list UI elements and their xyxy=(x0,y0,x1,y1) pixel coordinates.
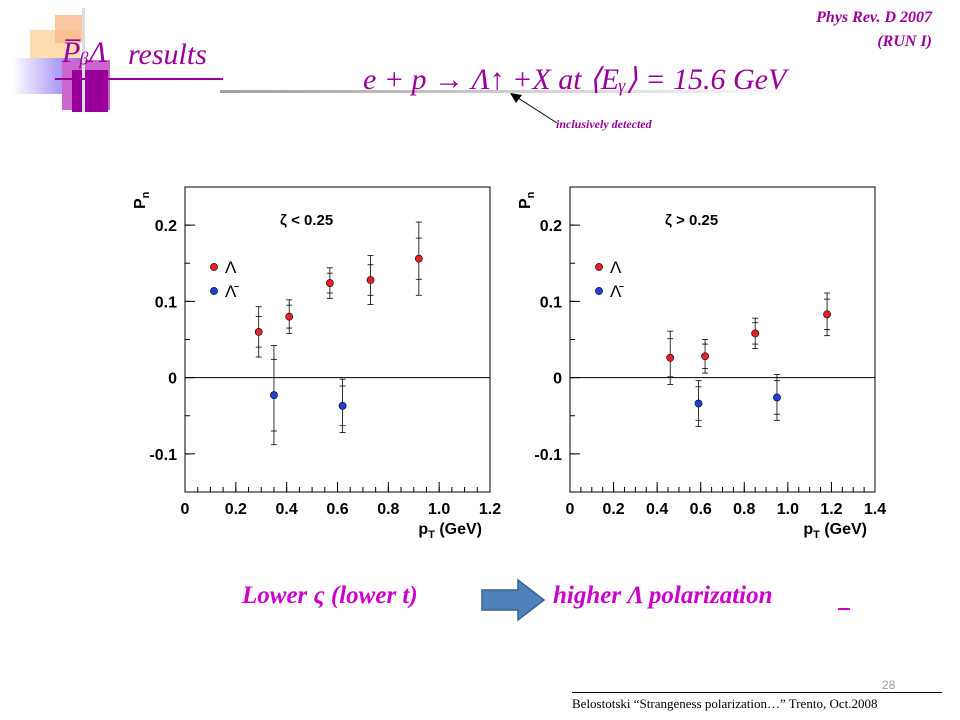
chart-1-point-0-0 xyxy=(666,353,675,362)
chart-zeta-high: -0.1 0 0.1 0.2 0 0.2 0.4 0.6 0.8 1.0 1.2 1.4 pT (GeV… xyxy=(517,186,886,541)
chart-1-point-0-1 xyxy=(701,352,709,361)
chart-zeta-low: -0.1 0 0.1 0.2 0 0.2 0.4 0.6 0.8 1.0 1.2 pT (GeV) Pn… xyxy=(132,186,501,541)
chart-0-legend-marker-1 xyxy=(210,287,218,295)
chart-0-xtick-label-6: 1.2 xyxy=(479,501,501,518)
chart-1-xtick-label-3: 0.6 xyxy=(690,501,712,518)
conclusion-right: higher Λ polarization xyxy=(553,582,773,609)
chart-0-xtick-label-3: 0.6 xyxy=(326,501,348,518)
chart-1-ylabel: Pn xyxy=(517,191,537,209)
chart-0-point-0-0 xyxy=(254,327,263,336)
header-divider xyxy=(220,90,780,93)
chart-1-ytick-label-3: 0.2 xyxy=(540,218,562,235)
chart-1-point-1-0 xyxy=(694,399,703,408)
chart-1-legend-marker-1 xyxy=(595,287,603,295)
chart-0-xtick-label-0: 0 xyxy=(181,501,190,518)
chart-0-point-0-2 xyxy=(325,279,334,287)
chart-0-legend-label-1: Λ̄ xyxy=(225,282,239,301)
chart-0-ylabel: Pn xyxy=(132,191,152,209)
chart-0-ytick-label-1: 0 xyxy=(168,371,177,388)
annotation-label: inclusively detected xyxy=(556,117,652,131)
footer-divider xyxy=(572,692,942,693)
conclusion-underline xyxy=(838,608,850,610)
chart-1-xtick-label-0: 0 xyxy=(566,501,575,518)
reference-journal: Phys Rev. D 2007 xyxy=(816,9,932,26)
reaction-formula: e + p → Λ↑ +X at ⟨Eᵧ⟩ = 15.6 GeV xyxy=(363,63,787,96)
chart-1-xtick-label-7: 1.4 xyxy=(864,501,886,518)
right-arrow-icon xyxy=(481,578,546,622)
title-symbol: P̅ᵦΛ xyxy=(62,36,107,69)
chart-0-point-1-0 xyxy=(270,391,278,400)
chart-0-ytick-label-2: 0.1 xyxy=(155,294,177,311)
title-underline xyxy=(55,78,223,80)
chart-0-xtick-label-2: 0.4 xyxy=(276,501,298,518)
chart-1-xtick-label-2: 0.4 xyxy=(646,501,668,518)
chart-0-xtick-label-1: 0.2 xyxy=(225,501,247,518)
chart-1-plot-frame xyxy=(569,186,876,493)
chart-0-legend-marker-0 xyxy=(210,263,218,271)
chart-1-point-0-2 xyxy=(751,329,760,338)
chart-0-ytick-label-3: 0.2 xyxy=(155,218,177,235)
chart-1-xtick-label-1: 0.2 xyxy=(602,501,624,518)
chart-1-ytick-label-0: -0.1 xyxy=(534,447,562,464)
footer-citation: Belostotski “Strangeness polarization…” … xyxy=(572,696,878,711)
chart-1-legend-label-0: Λ xyxy=(610,258,622,277)
conclusion-left: Lower ς (lower t) xyxy=(242,582,418,609)
chart-0-ytick-label-0: -0.1 xyxy=(149,447,177,464)
chart-0-point-1-1 xyxy=(338,401,347,410)
annotation-arrow xyxy=(510,93,558,124)
chart-0-point-0-3 xyxy=(366,276,375,284)
chart-1-xtick-label-6: 1.2 xyxy=(820,501,842,518)
chart-1-xlabel: pT (GeV) xyxy=(803,521,867,541)
chart-0-xlabel: pT (GeV) xyxy=(418,521,482,541)
page-number: 28 xyxy=(882,678,896,692)
chart-1-point-1-1 xyxy=(773,393,781,402)
chart-1-title: ζ > 0.25 xyxy=(665,212,718,229)
chart-1-xtick-label-4: 0.8 xyxy=(733,501,755,518)
slide-title: results xyxy=(128,38,207,71)
reference-run: (RUN I) xyxy=(877,33,932,50)
chart-1-ytick-label-1: 0 xyxy=(553,371,562,388)
chart-0-xtick-label-4: 0.8 xyxy=(377,501,399,518)
chart-0-title: ζ < 0.25 xyxy=(280,212,333,229)
chart-1-legend-label-1: Λ̄ xyxy=(610,282,624,301)
chart-1-xtick-label-5: 1.0 xyxy=(777,501,799,518)
chart-0-point-0-1 xyxy=(285,312,294,321)
chart-0-legend-label-0: Λ xyxy=(225,258,237,277)
chart-0-xtick-label-5: 1.0 xyxy=(428,501,450,518)
chart-1-ytick-label-2: 0.1 xyxy=(540,294,562,311)
chart-1-point-0-3 xyxy=(823,310,831,319)
chart-0-point-0-4 xyxy=(414,254,423,263)
chart-0-plot-frame xyxy=(184,186,491,493)
reference: Phys Rev. D 2007 (RUN I) xyxy=(816,6,932,54)
chart-1-legend-marker-0 xyxy=(595,263,603,271)
